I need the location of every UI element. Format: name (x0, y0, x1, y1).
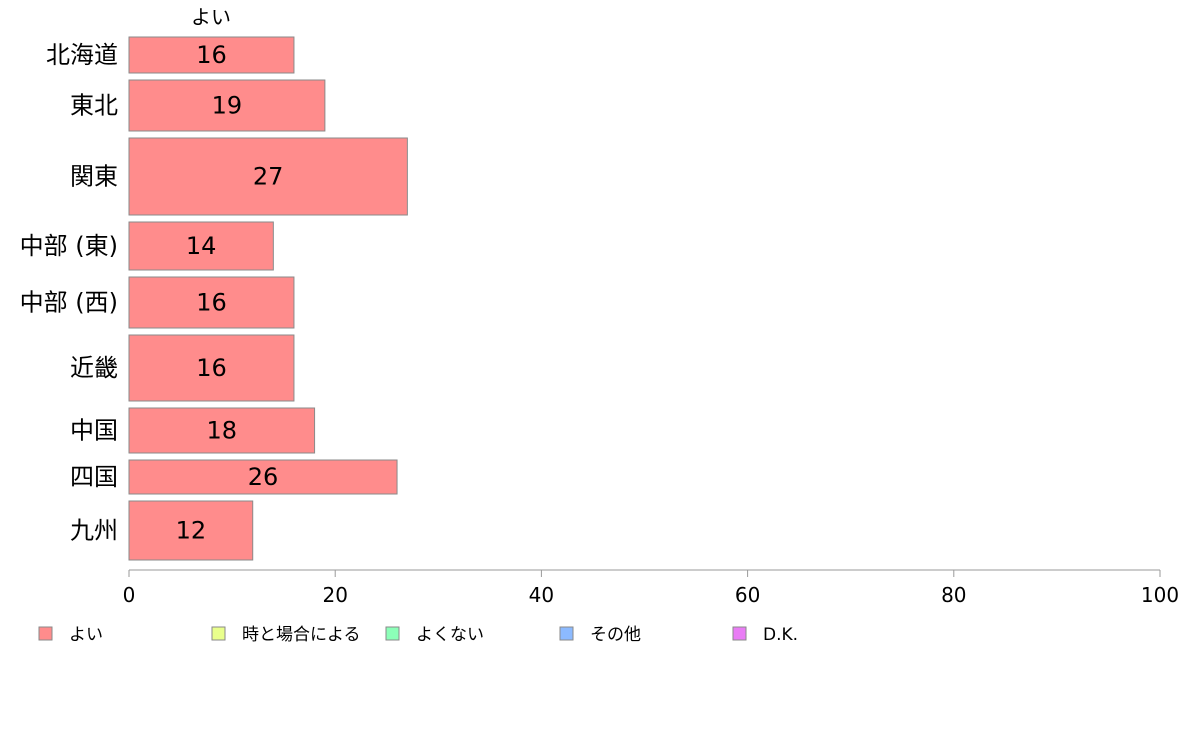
x-tick-label: 20 (322, 583, 347, 607)
bar-segment (128, 36, 295, 74)
category-label: 中部 (東) (20, 232, 118, 260)
category-label: 東北 (70, 92, 118, 120)
legend-label: 時と場合による (242, 625, 361, 645)
x-tick-label: 0 (123, 583, 136, 607)
bar-value-label: 14 (186, 232, 217, 260)
x-tick-label: 60 (735, 583, 760, 607)
column-header: よい (191, 5, 231, 29)
bar-segment (128, 500, 254, 561)
category-label: 四国 (70, 463, 118, 491)
x-tick-label: 80 (941, 583, 966, 607)
legend-swatch (559, 626, 574, 641)
legend-swatch (385, 626, 400, 641)
bar-value-label: 12 (176, 517, 207, 545)
bar-value-label: 18 (207, 417, 238, 445)
legend-label: よい (69, 625, 103, 645)
bar-value-label: 27 (253, 163, 284, 191)
bar-segment (128, 459, 398, 495)
bar-segment (128, 407, 316, 454)
bar-segment (128, 334, 295, 402)
bar-value-label: 16 (196, 41, 227, 69)
bar-segment (128, 137, 408, 216)
x-tick-label: 100 (1141, 583, 1179, 607)
category-label: 北海道 (46, 41, 118, 69)
bar-value-label: 26 (248, 463, 279, 491)
category-label: 九州 (70, 517, 118, 545)
legend-swatch (38, 626, 53, 641)
legend-label: よくない (416, 625, 484, 645)
bar-segment (128, 276, 295, 329)
legend-swatch (732, 626, 747, 641)
legend-label: D.K. (763, 625, 798, 645)
x-tick-label: 40 (529, 583, 554, 607)
bar-value-label: 16 (196, 354, 227, 382)
bar-segment (128, 221, 274, 271)
bar-segment (128, 79, 326, 132)
legend-label: その他 (590, 625, 641, 645)
category-label: 近畿 (70, 354, 118, 382)
bar-value-label: 19 (212, 92, 243, 120)
category-label: 関東 (70, 163, 118, 191)
category-label: 中国 (70, 417, 118, 445)
legend-swatch (211, 626, 226, 641)
bar-value-label: 16 (196, 289, 227, 317)
category-label: 中部 (西) (20, 289, 118, 317)
